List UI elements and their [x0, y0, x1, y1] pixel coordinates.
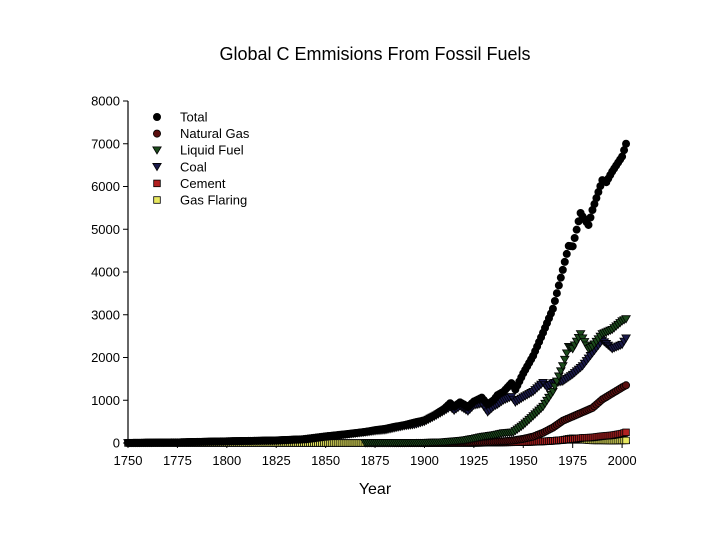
data-point	[559, 355, 570, 365]
data-point	[550, 296, 559, 305]
data-point	[622, 381, 631, 390]
data-point	[622, 428, 630, 437]
data-point	[621, 334, 631, 343]
y-tick-label: 7000	[91, 136, 120, 151]
x-tick-label: 1925	[459, 453, 488, 468]
y-tick-label: 5000	[91, 222, 120, 237]
series-liquid-fuel	[360, 315, 631, 448]
legend-marker	[152, 113, 161, 122]
legend-label: Total	[180, 110, 208, 125]
x-tick-label: 1950	[509, 453, 538, 468]
y-tick-label: 0	[113, 436, 120, 451]
y-tick-label: 3000	[91, 307, 120, 322]
y-tick-label: 4000	[91, 265, 120, 280]
data-point	[561, 349, 572, 358]
data-point	[621, 315, 631, 324]
data-point	[572, 225, 581, 234]
data-point	[552, 289, 561, 298]
data-point	[586, 213, 595, 222]
chart-title: Global C Emmisions From Fossil Fuels	[219, 44, 530, 64]
legend-item: Total	[152, 110, 208, 125]
x-tick-label: 2000	[608, 453, 637, 468]
legend-item: Liquid Fuel	[152, 143, 244, 158]
y-tick-label: 8000	[91, 94, 120, 109]
legend-marker	[153, 196, 161, 204]
x-tick-label: 1750	[114, 453, 143, 468]
x-tick-label: 1875	[361, 453, 390, 468]
legend-label: Liquid Fuel	[180, 143, 244, 158]
legend-label: Natural Gas	[180, 126, 250, 141]
data-point	[560, 257, 569, 266]
legend-marker	[152, 163, 162, 172]
data-point	[584, 220, 593, 229]
legend-item: Gas Flaring	[153, 193, 247, 208]
y-tick-label: 6000	[91, 179, 120, 194]
data-point	[557, 362, 568, 371]
legend-label: Coal	[180, 159, 207, 174]
legend-item: Coal	[152, 159, 207, 174]
legend-marker	[152, 146, 162, 155]
data-point	[562, 249, 571, 258]
x-axis-label: Year	[359, 481, 392, 498]
data-point	[575, 330, 586, 339]
data-point	[558, 265, 567, 274]
legend-marker	[152, 129, 161, 138]
data-point	[570, 234, 579, 243]
x-tick-label: 1825	[262, 453, 291, 468]
legend-item: Cement	[153, 176, 226, 191]
plot-area	[123, 139, 631, 448]
axes: 0 1000 2000 3000 4000 5000 6000 7000 8000 1750 177…	[91, 94, 636, 469]
data-point	[548, 304, 557, 313]
x-tick-label: 1900	[410, 453, 439, 468]
data-point	[554, 281, 563, 290]
data-point	[556, 273, 565, 282]
y-tick-label: 2000	[91, 350, 120, 365]
data-point	[568, 242, 577, 251]
x-tick-label: 1975	[558, 453, 587, 468]
legend-label: Gas Flaring	[180, 193, 247, 208]
x-tick-label: 1775	[163, 453, 192, 468]
legend-item: Natural Gas	[152, 126, 250, 141]
legend-marker	[153, 179, 161, 188]
series-total	[124, 139, 631, 447]
data-point	[622, 139, 631, 148]
legend-label: Cement	[180, 176, 226, 191]
x-tick-label: 1800	[212, 453, 241, 468]
data-point	[622, 436, 630, 445]
x-tick-label: 1850	[311, 453, 340, 468]
y-tick-label: 1000	[91, 393, 120, 408]
